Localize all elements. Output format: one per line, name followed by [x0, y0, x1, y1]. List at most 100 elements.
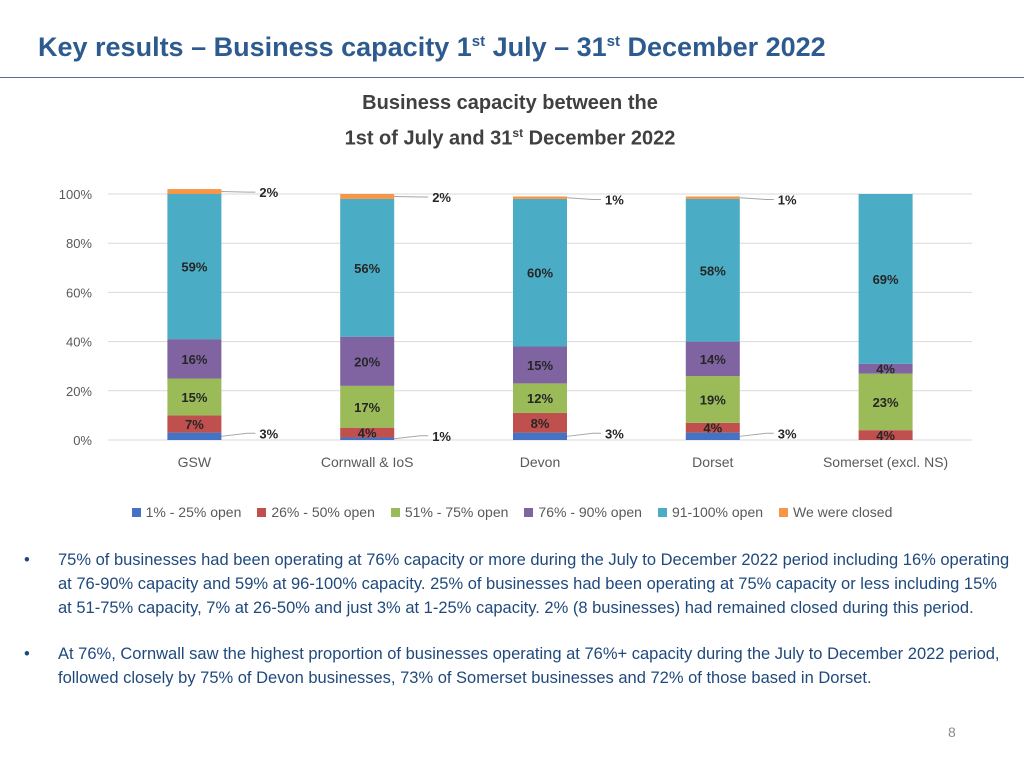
bullet-marker: •: [24, 645, 30, 663]
legend-label: 1% - 25% open: [145, 504, 242, 520]
bar-segment: [513, 432, 567, 440]
bar-segment: [685, 422, 740, 433]
data-label: 58%: [700, 263, 726, 278]
legend-swatch: [524, 507, 534, 517]
legend-label: 51% - 75% open: [404, 504, 509, 520]
data-label: 16%: [181, 352, 207, 367]
legend-swatch: [257, 507, 267, 517]
data-label: 1%: [605, 192, 624, 207]
chart-title-line2: 1st of July and 31st December 2022: [344, 126, 676, 150]
bar-segment: [858, 430, 913, 440]
legend-swatch: [390, 507, 400, 517]
bar-segment: [513, 196, 567, 199]
data-label: 17%: [354, 400, 380, 415]
data-label: 56%: [354, 261, 380, 276]
bar-segment: [513, 412, 567, 433]
bar-segment: [685, 341, 740, 377]
x-tick-label: Cornwall & IoS: [321, 454, 414, 470]
y-tick-label: 0%: [73, 433, 92, 448]
data-label: 7%: [185, 417, 204, 432]
bullet-item: • At 76%, Cornwall saw the highest propor…: [24, 642, 1014, 690]
data-label: 15%: [527, 358, 553, 373]
data-label: 2%: [432, 190, 451, 205]
bar-segment: [685, 198, 740, 342]
bullet-text: 75% of businesses had been operating at …: [58, 551, 1010, 617]
chart-title: Business capacity between the 1st of Jul…: [260, 88, 760, 154]
data-label: 12%: [527, 391, 553, 406]
data-label: 19%: [700, 392, 726, 407]
label-leader-line: [221, 432, 256, 437]
label-leader-line: [394, 195, 429, 198]
legend-swatch: [131, 507, 141, 517]
bar-segment: [858, 194, 913, 364]
chart-title-line1: Business capacity between the: [362, 92, 658, 114]
y-tick-label: 100%: [59, 187, 93, 202]
bar-segment: [513, 383, 567, 413]
bar-segment: [340, 336, 395, 386]
data-label: 20%: [354, 354, 380, 369]
bar-segment: [340, 385, 395, 428]
data-label: 3%: [605, 426, 624, 441]
legend-item: 91-100% open: [657, 504, 764, 520]
label-leader-line: [739, 432, 774, 437]
key-findings-list: • 75% of businesses had been operating at…: [24, 548, 1014, 712]
data-label: 1%: [778, 192, 797, 207]
legend-label: 91-100% open: [671, 504, 764, 520]
legend-swatch: [779, 507, 789, 517]
data-label: 60%: [527, 266, 553, 281]
title-divider: [0, 77, 1024, 78]
bar-segment: [340, 198, 395, 337]
legend-item: 1% - 25% open: [131, 504, 242, 520]
bar-segment: [513, 346, 567, 384]
bar-segment: [340, 427, 395, 438]
legend-item: 51% - 75% open: [390, 504, 509, 520]
bar-segment: [858, 373, 913, 431]
bar-segment: [340, 194, 395, 199]
legend-item: 26% - 50% open: [257, 504, 375, 520]
legend-label: 26% - 50% open: [271, 504, 375, 520]
legend-item: 76% - 90% open: [524, 504, 642, 520]
stacked-bar-chart: 0% 20% 40% 60% 80% 100% 3% 7% 15% 16% 59% 2% GSW 1% 4%…: [59, 185, 972, 470]
bar-segment: [167, 339, 222, 379]
data-label: 15%: [181, 390, 207, 405]
bar-segment: [167, 189, 222, 194]
data-label: 3%: [778, 426, 797, 441]
data-label: 4%: [876, 362, 895, 377]
bar-segment: [858, 363, 913, 374]
data-label: 2%: [259, 185, 278, 200]
y-tick-label: 60%: [66, 285, 92, 300]
chart-legend: 1% - 25% open 26% - 50% open 51% - 75% o…: [0, 504, 1024, 520]
label-leader-line: [394, 435, 429, 440]
bar-segment: [167, 432, 222, 440]
data-label: 4%: [358, 426, 377, 441]
bar-segment: [685, 196, 740, 199]
page-number: 8: [948, 724, 956, 740]
bar-segment: [167, 378, 222, 416]
label-leader-line: [739, 197, 774, 200]
data-label: 23%: [873, 395, 899, 410]
data-label: 4%: [876, 428, 895, 443]
data-label: 1%: [432, 429, 451, 444]
label-leader-line: [221, 191, 256, 193]
x-tick-label: Somerset (excl. NS): [823, 454, 948, 470]
legend-label: We were closed: [793, 504, 893, 520]
legend-item: We were closed: [779, 504, 892, 520]
data-label: 3%: [259, 426, 278, 441]
bar-segment: [685, 432, 740, 440]
bullet-item: • 75% of businesses had been operating at…: [24, 548, 1014, 620]
bar-segment: [513, 198, 567, 347]
bar-segment: [340, 437, 395, 440]
bullet-marker: •: [24, 551, 30, 569]
slide-title: Key results – Business capacity 1st July…: [38, 32, 826, 62]
bar-segment: [685, 376, 740, 423]
data-label: 69%: [873, 272, 899, 287]
data-label: 4%: [703, 421, 722, 436]
label-leader-line: [566, 197, 601, 200]
bar-segment: [167, 415, 222, 433]
x-tick-label: Dorset: [692, 454, 733, 470]
y-tick-label: 40%: [66, 335, 92, 350]
data-label: 59%: [181, 260, 207, 275]
bullet-text: At 76%, Cornwall saw the highest proport…: [58, 645, 1000, 687]
x-tick-label: Devon: [520, 454, 560, 470]
legend-label: 76% - 90% open: [538, 504, 642, 520]
